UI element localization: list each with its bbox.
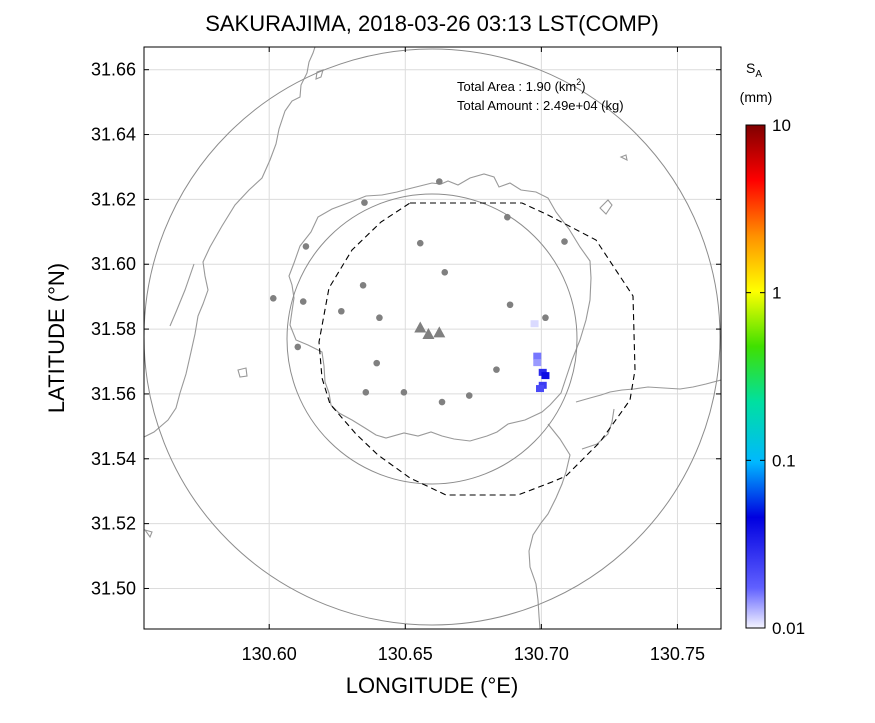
crater-vent-marker (433, 326, 446, 338)
colorbar-tick-label: 0.01 (772, 619, 805, 638)
y-tick-label: 31.66 (91, 60, 136, 80)
colorbar-tick-label: 1 (772, 284, 781, 303)
observation-station-marker (376, 314, 383, 322)
observation-station-marker (373, 359, 381, 367)
observation-station-marker (493, 366, 500, 373)
inner-range-circle (286, 193, 578, 485)
vent-layer (414, 321, 446, 339)
total-area-text: Total Area : 1.90 (km2) (457, 77, 586, 94)
total-area-label: Total Area : 1.90 (km (457, 79, 576, 94)
coastline (581, 408, 615, 450)
observation-station-marker (400, 389, 408, 396)
colorbar-label-main: S (746, 60, 755, 76)
observation-station-marker (465, 392, 473, 399)
ash-deposit-layer (530, 320, 550, 393)
observation-station-marker (294, 343, 302, 351)
colorbar-tick-label: 10 (772, 116, 791, 135)
y-tick-label: 31.52 (91, 514, 136, 534)
sakurajima-coast (288, 173, 592, 442)
total-area-close: ) (581, 79, 585, 94)
observation-station-marker (362, 389, 370, 396)
observation-station-marker (269, 294, 277, 302)
x-tick-label: 130.75 (650, 644, 705, 664)
coastline (144, 529, 153, 539)
ash-deposit-cell (530, 320, 539, 328)
observation-station-marker (436, 178, 443, 185)
x-tick-label: 130.65 (378, 644, 433, 664)
coastline (315, 69, 324, 80)
coastline (237, 367, 248, 378)
x-axis-label: LONGITUDE (°E) (346, 673, 519, 698)
coastline (144, 47, 316, 438)
y-tick-label: 31.64 (91, 125, 136, 145)
observation-station-marker (561, 238, 568, 245)
observation-station-marker (299, 298, 307, 305)
y-tick-label: 31.58 (91, 319, 136, 339)
observation-station-marker (542, 314, 549, 322)
crater-vent-marker (414, 321, 427, 333)
coastline (169, 263, 195, 327)
map-layers (144, 47, 721, 629)
colorbar-ticks: 10 1 0.1 0.01 (746, 116, 805, 638)
crater-vent-marker (422, 327, 435, 339)
coastline (528, 423, 571, 629)
observation-station-marker (506, 301, 514, 309)
colorbar-label-sub: A (755, 69, 762, 80)
y-axis-label: LATITUDE (°N) (44, 263, 69, 413)
y-tick-label: 31.62 (91, 189, 136, 209)
outer-range-circle (144, 48, 721, 626)
ash-deposit-cell (533, 352, 542, 360)
coastline (619, 154, 628, 161)
observation-station-marker (361, 199, 368, 206)
map-title: SAKURAJIMA, 2018-03-26 03:13 LST(COMP) (205, 11, 659, 36)
ash-deposit-cell (536, 385, 545, 393)
observation-station-marker (302, 243, 310, 250)
y-tick-label: 31.50 (91, 578, 136, 598)
observation-station-marker (416, 239, 424, 247)
ash-deposit-cell (533, 359, 542, 367)
coastline (599, 199, 613, 215)
y-tick-label: 31.54 (91, 449, 136, 469)
total-area-unit-sup: 2 (576, 77, 581, 87)
observation-station-marker (359, 282, 367, 289)
coastline (575, 379, 721, 403)
observation-station-marker (504, 213, 511, 221)
ash-deposit-cell (541, 372, 550, 380)
y-tick-label: 31.60 (91, 254, 136, 274)
colorbar-tick-label: 0.1 (772, 451, 796, 470)
y-tick-label: 31.56 (91, 384, 136, 404)
x-tick-label: 130.60 (242, 644, 297, 664)
observation-station-marker (338, 307, 345, 315)
total-amount-text: Total Amount : 2.49e+04 (kg) (457, 98, 624, 113)
analysis-boundary (318, 202, 636, 496)
grid-lines (144, 47, 721, 629)
colorbar (745, 124, 766, 629)
observation-station-marker (441, 269, 449, 276)
axes: 130.60 130.65 130.70 130.75 31.66 31.64 31.62 3… (91, 47, 721, 664)
plot-frame (143, 46, 722, 630)
colorbar-unit: (mm) (740, 89, 773, 105)
colorbar-label: SA (746, 60, 762, 80)
station-layer (269, 178, 568, 406)
observation-station-marker (438, 398, 446, 406)
x-tick-label: 130.70 (514, 644, 569, 664)
